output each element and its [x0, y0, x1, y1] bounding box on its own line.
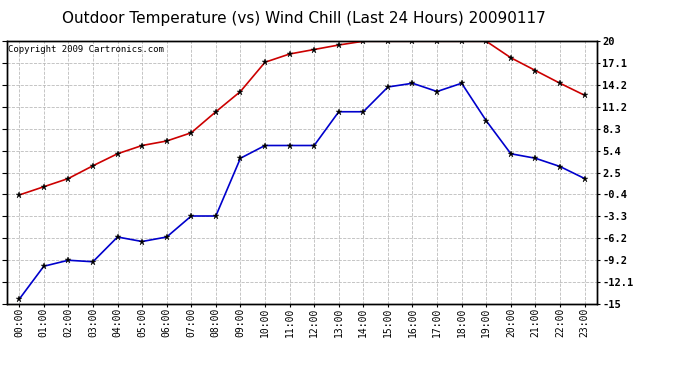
Text: Outdoor Temperature (vs) Wind Chill (Last 24 Hours) 20090117: Outdoor Temperature (vs) Wind Chill (Las…: [61, 11, 546, 26]
Text: Copyright 2009 Cartronics.com: Copyright 2009 Cartronics.com: [8, 45, 164, 54]
